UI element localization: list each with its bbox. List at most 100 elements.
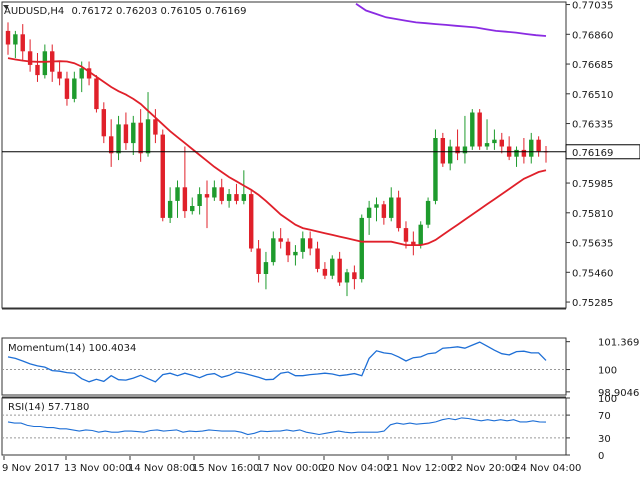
price-tick-label: 0.76860 bbox=[572, 30, 613, 41]
price-tick-label: 0.75460 bbox=[572, 268, 613, 279]
pane-frame bbox=[1, 337, 567, 396]
candle-body bbox=[57, 71, 62, 79]
momentum-line bbox=[7, 341, 547, 383]
candle-body bbox=[94, 78, 99, 110]
candle-body bbox=[234, 194, 239, 201]
candle-body bbox=[72, 78, 77, 99]
candle-body bbox=[396, 197, 401, 229]
price-tick-label: 0.75810 bbox=[572, 209, 613, 220]
momentum-title-label: Momentum(14) 100.4034 bbox=[8, 343, 136, 354]
candle-body bbox=[27, 51, 33, 65]
candle-body bbox=[536, 139, 541, 152]
candle-body bbox=[418, 224, 423, 246]
sma-slow-line bbox=[355, 2, 547, 37]
candle-body bbox=[64, 78, 70, 99]
candle-body bbox=[35, 64, 40, 76]
time-tick-label: 13 Nov 00:00 bbox=[64, 463, 131, 474]
candle-body bbox=[175, 187, 180, 201]
time-tick-label: 14 Nov 08:00 bbox=[128, 463, 195, 474]
candle-body bbox=[167, 200, 173, 218]
title-symbol: AUDUSD,H4 bbox=[4, 6, 64, 17]
rsi-tick-label: 0 bbox=[598, 451, 604, 462]
rsi-tick-label: 100 bbox=[598, 394, 617, 405]
main-title-label: AUDUSD,H4 0.76172 0.76203 0.76105 0.7616… bbox=[4, 6, 246, 17]
pane-frame bbox=[1, 397, 567, 456]
time-tick-label: 20 Nov 04:00 bbox=[322, 463, 389, 474]
price-tick-label: 0.76685 bbox=[572, 60, 613, 71]
candle-body bbox=[116, 124, 121, 154]
title-ohlc: 0.76172 0.76203 0.76105 0.76169 bbox=[71, 6, 246, 17]
momentum-tick-label: 98.9046 bbox=[598, 388, 639, 399]
candle-body bbox=[278, 238, 283, 242]
candle-body bbox=[447, 146, 453, 164]
price-tick-label: 0.75985 bbox=[572, 179, 613, 190]
rsi-tick-label: 30 bbox=[598, 434, 611, 445]
candle-body bbox=[204, 194, 210, 198]
candle-body bbox=[256, 248, 261, 274]
chart-menu-icon[interactable] bbox=[3, 5, 9, 9]
candle-body bbox=[79, 68, 84, 79]
candle-body bbox=[484, 143, 490, 147]
candle-body bbox=[153, 119, 158, 135]
candle-body bbox=[300, 238, 306, 252]
time-tick-label: 17 Nov 00:00 bbox=[257, 463, 324, 474]
price-tick-label: 0.76510 bbox=[572, 90, 613, 101]
price-tick-label: 0.77035 bbox=[572, 1, 613, 12]
rsi-tick-label: 70 bbox=[598, 411, 611, 422]
momentum-tick-label: 100 bbox=[598, 366, 617, 377]
candle-body bbox=[307, 238, 313, 249]
rsi-line bbox=[7, 417, 547, 436]
candle-body bbox=[271, 238, 276, 263]
last-price-box bbox=[565, 144, 640, 160]
candle-body bbox=[138, 122, 143, 154]
candle-body bbox=[499, 139, 504, 147]
candle-body bbox=[529, 139, 534, 157]
candle-body bbox=[219, 187, 224, 201]
candle-body bbox=[359, 217, 364, 280]
momentum-tick-label: 101.3696 bbox=[598, 338, 640, 349]
candle-body bbox=[13, 34, 18, 45]
candle-body bbox=[455, 146, 460, 154]
candle-body bbox=[248, 194, 254, 249]
candle-body bbox=[322, 268, 328, 276]
candle-body bbox=[182, 187, 188, 212]
price-tick-label: 0.75635 bbox=[572, 239, 613, 250]
candle-body bbox=[197, 194, 202, 206]
candle-body bbox=[190, 206, 195, 212]
candle-body bbox=[337, 258, 342, 283]
candle-body bbox=[108, 136, 114, 154]
candle-body bbox=[123, 124, 129, 144]
candle-body bbox=[145, 119, 151, 154]
time-tick-label: 24 Nov 04:00 bbox=[514, 463, 581, 474]
candle-body bbox=[212, 187, 217, 198]
candle-body bbox=[285, 241, 291, 256]
candle-body bbox=[352, 272, 357, 280]
candle-body bbox=[433, 138, 438, 201]
candle-body bbox=[381, 204, 387, 218]
candle-body bbox=[293, 251, 298, 256]
candle-body bbox=[241, 194, 247, 201]
price-tick-label: 0.75285 bbox=[572, 298, 613, 309]
candle-body bbox=[440, 138, 446, 164]
time-tick-label: 9 Nov 2017 bbox=[2, 463, 60, 474]
candle-body bbox=[315, 248, 320, 269]
candle-body bbox=[86, 68, 92, 79]
candle-body bbox=[389, 197, 394, 218]
candle-body bbox=[521, 149, 527, 157]
candle-body bbox=[5, 30, 11, 45]
candle-body bbox=[477, 112, 482, 147]
candle-body bbox=[425, 200, 431, 225]
candle-body bbox=[403, 228, 409, 242]
sma-fast-line bbox=[7, 57, 547, 246]
candle-body bbox=[411, 241, 416, 246]
time-tick-label: 21 Nov 12:00 bbox=[386, 463, 453, 474]
rsi-title-label: RSI(14) 57.7180 bbox=[8, 402, 89, 413]
candle-body bbox=[462, 146, 468, 154]
candle-body bbox=[42, 51, 48, 76]
time-tick-label: 15 Nov 16:00 bbox=[192, 463, 259, 474]
candle-body bbox=[514, 149, 519, 157]
time-tick-label: 22 Nov 20:00 bbox=[450, 463, 517, 474]
candle-body bbox=[160, 134, 165, 218]
candle-body bbox=[374, 204, 379, 208]
